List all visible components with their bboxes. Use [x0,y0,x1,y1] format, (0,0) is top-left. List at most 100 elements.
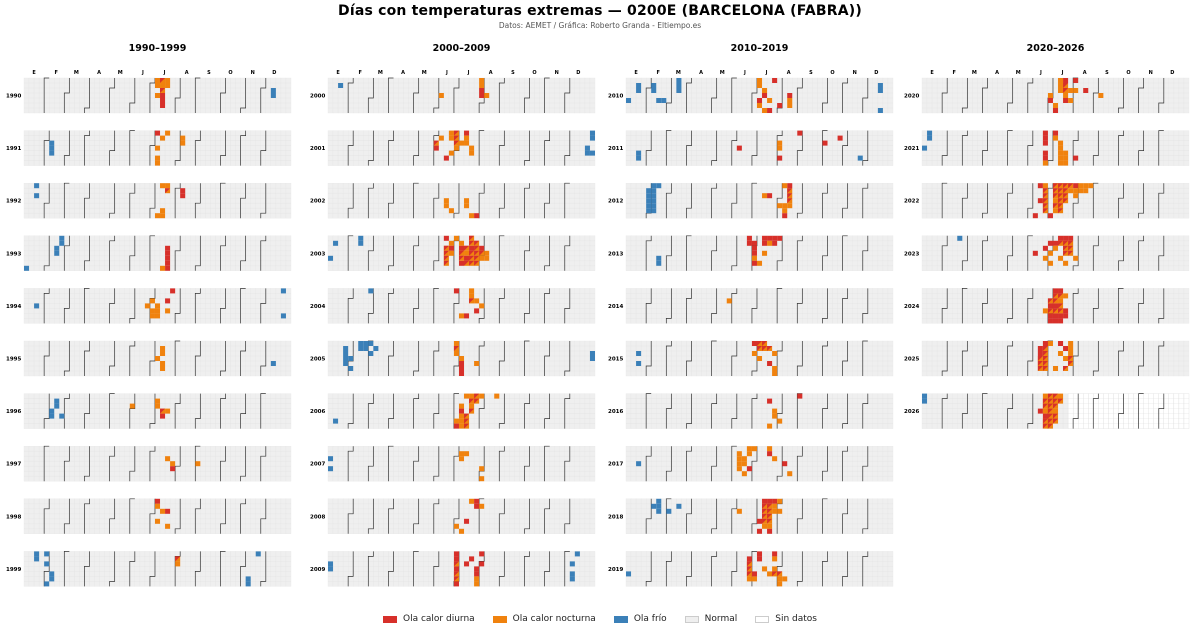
normal-column [134,498,141,534]
normal-column [926,235,933,271]
month-boundary-line [686,393,692,429]
normal-column [982,340,988,377]
normal-column [931,235,938,271]
cold-wave-cell [651,203,657,209]
month-boundary-line [822,393,828,429]
normal-column [741,235,748,271]
normal-column [977,288,983,324]
normal-column [358,130,364,166]
month-boundary-line [367,183,374,219]
normal-column [931,288,938,324]
heat-day-cell [756,528,763,534]
normal-column [28,340,35,377]
normal-column [817,130,823,166]
heat-night-cell [1042,255,1048,261]
normal-column [114,393,120,429]
month-label: E [336,70,340,76]
month-boundary-line [645,130,652,166]
normal-column [418,288,424,324]
normal-column [997,235,1003,271]
normal-column [656,288,662,324]
normal-column [872,77,879,114]
heat-night-cell [438,93,444,98]
heat-both-day-mark [1063,198,1069,204]
heat-day-cell [469,556,475,562]
heat-day-cell [797,130,803,136]
normal-column [149,130,156,166]
normal-column [109,498,115,534]
normal-column [275,77,282,114]
month-boundary-line [413,130,420,166]
normal-column [524,288,530,324]
normal-column [666,551,672,587]
normal-column [977,77,983,114]
normal-column [54,446,60,482]
normal-column [579,183,586,219]
normal-column [89,551,95,587]
normal-column [549,446,555,482]
month-boundary-line [84,235,90,271]
month-boundary-line [645,446,652,482]
normal-column [353,393,359,429]
normal-column [625,340,632,377]
normal-column [413,183,419,219]
cold-wave-cell [676,78,682,83]
normal-column [342,393,349,429]
normal-column [635,288,642,324]
normal-column [1173,130,1180,166]
normal-column [280,235,287,271]
heat-night-cell [443,203,449,209]
normal-column [478,446,485,482]
heat-both-day-cell [1058,188,1064,194]
normal-column [104,340,110,377]
normal-column [49,77,55,114]
normal-column [484,130,490,166]
normal-column [651,130,657,166]
normal-column [827,235,833,271]
normal-column [862,446,868,482]
normal-column [549,393,555,429]
normal-column [423,288,429,324]
month-boundary-line [129,235,136,271]
normal-column [1183,130,1190,166]
normal-column [630,130,637,166]
normal-column [1067,77,1074,114]
normal-column [651,235,657,271]
year-label: 2001 [310,146,325,152]
normal-column [852,235,858,271]
normal-column [1027,340,1033,377]
month-boundary-line [413,393,420,429]
month-label: J [467,70,470,76]
normal-column [205,393,211,429]
heat-night-cell [469,393,475,399]
month-boundary-line [220,288,226,324]
normal-column [438,183,445,219]
heat-night-cell [453,523,459,529]
normal-column [1138,77,1144,114]
heat-night-cell [469,403,475,409]
normal-column [1007,393,1013,429]
month-boundary-line [686,78,692,113]
heat-night-cell [1058,155,1064,161]
heat-night-cell [129,403,135,409]
month-label: N [555,70,559,76]
heat-both-day-mark [1058,240,1064,246]
normal-column [49,183,55,219]
normal-column [363,288,369,324]
normal-column [584,340,591,377]
normal-column [200,551,206,587]
normal-column [1088,235,1094,271]
cold-wave-cell [54,403,60,409]
normal-column [225,77,231,114]
normal-column [220,498,226,534]
normal-column [473,288,480,324]
normal-column [225,288,231,324]
month-boundary-line [524,183,530,219]
normal-column [741,498,748,534]
no-data-column [1163,393,1169,429]
heat-day-cell [1032,213,1038,219]
normal-column [972,393,978,429]
heat-night-cell [175,561,181,567]
normal-column [169,498,176,534]
normal-column [696,551,702,587]
